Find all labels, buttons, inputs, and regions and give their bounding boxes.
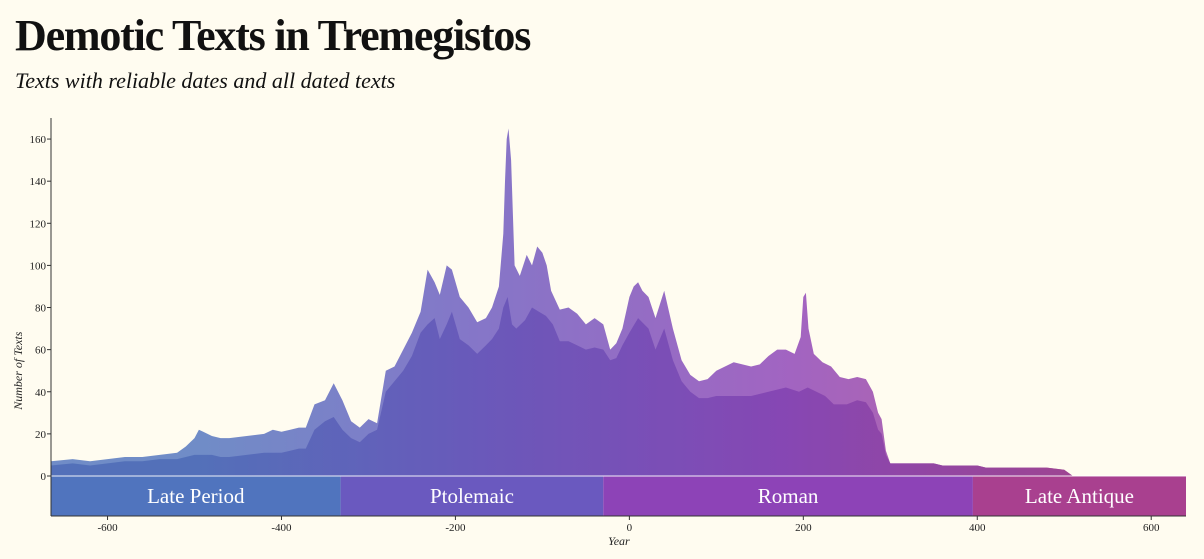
period-label-3: Late Antique <box>1025 484 1134 508</box>
x-tick-label: -400 <box>271 522 292 534</box>
y-axis-label: Number of Texts <box>11 331 25 411</box>
x-axis-label: Year <box>608 534 630 548</box>
y-tick-label: 80 <box>35 303 47 315</box>
y-tick-label: 140 <box>30 176 47 188</box>
x-tick-label: 400 <box>969 522 986 534</box>
y-tick-label: 20 <box>35 429 47 441</box>
period-band-2 <box>603 475 973 516</box>
y-tick-label: 120 <box>30 218 47 230</box>
area-series-0 <box>51 128 1186 476</box>
period-label-2: Roman <box>758 484 819 508</box>
x-tick-label: -600 <box>97 522 118 534</box>
y-tick-label: 160 <box>30 134 47 146</box>
x-tick-label: -200 <box>445 522 466 534</box>
period-band-3 <box>972 475 1186 516</box>
x-tick-label: 200 <box>795 522 812 534</box>
area-series-1 <box>51 297 1186 476</box>
chart-title: Demotic Texts in Tremegistos <box>15 11 531 60</box>
axes: 0 20 40 60 80 100 120 140 160 -600 -400 -200 0 200 400… <box>11 118 1186 548</box>
y-tick-label: 60 <box>35 345 47 357</box>
area-series-1-shade <box>51 297 1186 476</box>
period-label-1: Ptolemaic <box>430 484 514 508</box>
y-tick-label: 0 <box>41 471 47 483</box>
period-band-0 <box>51 475 341 516</box>
period-band-1 <box>340 475 604 516</box>
y-tick-label: 40 <box>35 387 47 399</box>
area-series <box>51 128 1186 476</box>
x-tick-label: 0 <box>627 522 633 534</box>
period-bands <box>51 475 1186 516</box>
period-label-0: Late Period <box>147 484 245 508</box>
period-labels: Late Period Ptolemaic Roman Late Antique <box>147 484 1134 508</box>
y-tick-label: 100 <box>30 260 47 272</box>
x-tick-label: 600 <box>1143 522 1160 534</box>
chart-subtitle: Texts with reliable dates and all dated … <box>15 68 396 93</box>
